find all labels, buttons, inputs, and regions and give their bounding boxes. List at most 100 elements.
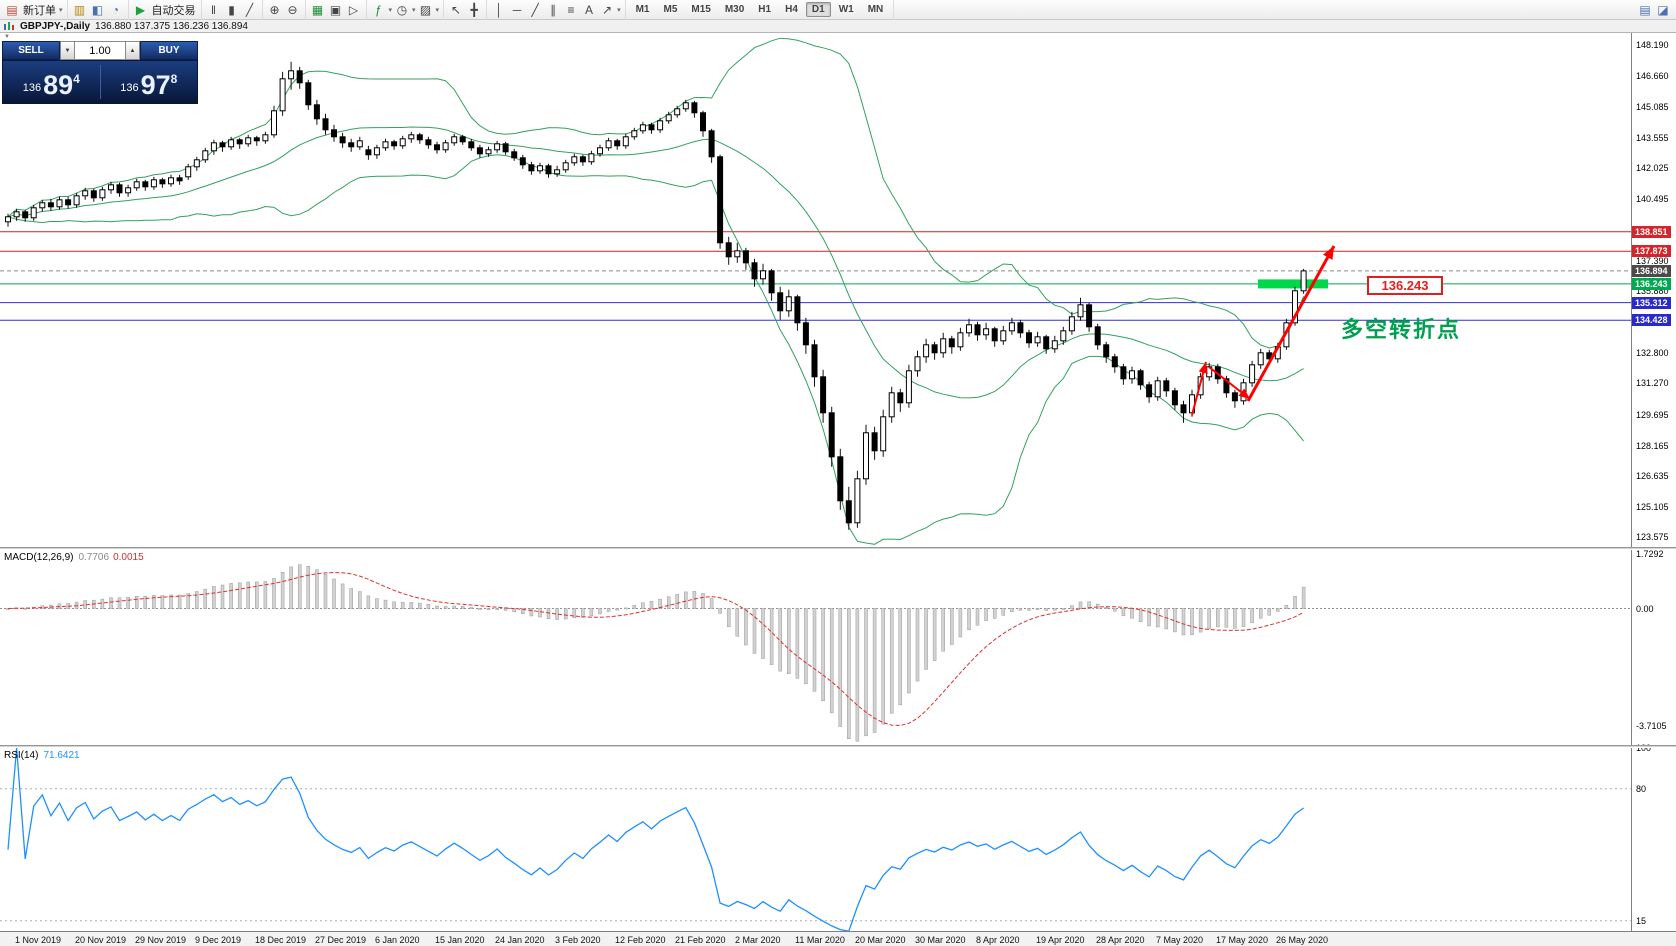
toolbar-group: ▥ ◧ ◔: [68, 0, 129, 20]
time-axis-label: 1 Nov 2019: [15, 935, 62, 945]
main-toolbar: ▤ 新订单 ▾ ▥ ◧ ◔ ▶ 自动交易 ‖ ▮ ╱ ⊕ ⊖ ▦ ▣ ▷ ƒ ▾ ◷ ▾ ▨ ▾ ↖ ╋ │ ─ ╱ ∥ ≡ A ↗ ▾ M1 M…: [0, 0, 1676, 20]
time-axis-label: 24 Jan 2020: [495, 935, 545, 945]
rsi-indicator-label: RSI(14) 71.6421: [4, 750, 80, 761]
zoom-out-icon[interactable]: ⊖: [287, 2, 298, 17]
indicators-icon[interactable]: ƒ: [375, 2, 382, 17]
time-axis-label: 26 May 2020: [1276, 935, 1329, 945]
timeframe-d1-button[interactable]: D1: [805, 2, 831, 17]
chart-ohlc-values: 136.880 137.375 136.236 136.894: [95, 20, 248, 32]
macd-indicator-label: MACD(12,26,9) 0.7706 0.0015: [4, 552, 144, 563]
vertical-line-icon[interactable]: │: [495, 2, 503, 17]
rsi-axis-label: 100: [1636, 743, 1652, 753]
chart-window-icon: [4, 22, 14, 30]
volume-increase-button[interactable]: ▲: [125, 41, 140, 60]
dropdown-caret-icon[interactable]: ▾: [59, 6, 63, 14]
dropdown-caret-icon[interactable]: ▾: [435, 6, 440, 14]
zoom-in-icon[interactable]: ⊕: [269, 2, 280, 17]
sell-button[interactable]: SELL: [2, 41, 60, 60]
fibonacci-icon[interactable]: ≡: [567, 2, 575, 17]
price-axis-label: 126.635: [1636, 471, 1669, 481]
bar-chart-icon[interactable]: ‖: [211, 2, 216, 17]
rsi-axis-label: 80: [1636, 784, 1647, 794]
new-order-icon[interactable]: ▤: [6, 2, 18, 17]
cursor-icon[interactable]: ↖: [451, 2, 462, 17]
time-axis-label: 3 Feb 2020: [555, 935, 601, 945]
time-axis-label: 30 Mar 2020: [915, 935, 966, 945]
dropdown-caret-icon[interactable]: ▾: [617, 6, 621, 14]
rsi-axis-label: 15: [1636, 916, 1647, 926]
toolbar-right-icon-2[interactable]: ◪: [1657, 2, 1669, 17]
buy-price-big: 97: [140, 70, 171, 100]
buy-price-display[interactable]: 136 97 8: [101, 61, 198, 103]
market-watch-icon[interactable]: ▥: [73, 2, 86, 17]
navigator-icon[interactable]: ◧: [91, 2, 104, 17]
cascade-windows-icon[interactable]: ▣: [329, 2, 342, 17]
crosshair-icon[interactable]: ╋: [470, 2, 478, 17]
autotrading-icon[interactable]: ▶: [135, 2, 146, 17]
arrows-tool-icon[interactable]: ↗: [602, 2, 613, 17]
macd-signal-value: 0.0015: [113, 552, 144, 563]
price-axis-tag: 137.873: [1632, 245, 1671, 257]
turning-point-text: 多空转折点: [1341, 317, 1462, 342]
buy-price-prefix: 136: [120, 82, 139, 94]
time-axis-label: 17 May 2020: [1216, 935, 1269, 945]
tile-windows-icon[interactable]: ▦: [311, 2, 324, 17]
trendline-icon[interactable]: ╱: [531, 2, 539, 17]
line-chart-icon[interactable]: ╱: [245, 2, 254, 17]
timeframe-h1-button[interactable]: H1: [758, 4, 772, 15]
rsi-name: RSI(14): [4, 750, 39, 761]
sell-price-sup: 4: [73, 72, 80, 86]
sell-price-display[interactable]: 136 89 4: [3, 61, 100, 103]
time-axis-label: 12 Feb 2020: [615, 935, 666, 945]
price-axis-tag: 134.428: [1632, 314, 1671, 326]
time-axis-label: 21 Feb 2020: [675, 935, 726, 945]
price-axis-label: 131.270: [1636, 378, 1669, 388]
toolbar-right-icon-1[interactable]: ▤: [1639, 2, 1651, 17]
chart-symbol-period: GBPJPY-,Daily: [20, 20, 91, 32]
price-callout-box: 136.243: [1367, 276, 1443, 295]
timeframe-m1-button[interactable]: M1: [635, 4, 650, 15]
rsi-chart-canvas[interactable]: [0, 748, 1631, 931]
time-axis-label: 8 Apr 2020: [976, 935, 1020, 945]
price-axis[interactable]: 148.190 146.660 145.085 143.555 142.025 140.4…: [1631, 33, 1676, 931]
one-click-collapse-button[interactable]: ▼: [4, 34, 10, 40]
time-axis-label: 2 Mar 2020: [735, 935, 781, 945]
volume-input[interactable]: [75, 41, 125, 60]
time-axis[interactable]: 1 Nov 2019 20 Nov 2019 29 Nov 2019 9 Dec 20…: [0, 931, 1676, 946]
timeframe-mn-button[interactable]: MN: [867, 4, 884, 15]
time-axis-label: 28 Apr 2020: [1096, 935, 1145, 945]
dropdown-caret-icon[interactable]: ▾: [388, 6, 393, 14]
price-axis-tag: 138.851: [1632, 226, 1671, 238]
candle-chart-icon[interactable]: ▮: [228, 2, 235, 17]
volume-decrease-button[interactable]: ▼: [60, 41, 75, 60]
timeframe-m30-button[interactable]: M30: [724, 4, 745, 15]
price-chart-canvas[interactable]: [0, 33, 1631, 547]
macd-main-value: 0.7706: [78, 552, 110, 563]
timeframe-m15-button[interactable]: M15: [691, 4, 711, 15]
time-axis-label: 18 Dec 2019: [255, 935, 307, 945]
timeframe-w1-button[interactable]: W1: [838, 4, 854, 15]
dropdown-caret-icon[interactable]: ▾: [412, 6, 416, 14]
price-axis-label: 132.800: [1636, 348, 1669, 358]
autotrading-label[interactable]: 自动交易: [151, 4, 196, 17]
periods-icon[interactable]: ◷: [396, 2, 408, 17]
terminal-icon[interactable]: ◔: [111, 2, 120, 17]
toolbar-group: │ ─ ╱ ∥ ≡ A ↗ ▾: [487, 0, 626, 20]
chart-shift-icon[interactable]: ▷: [348, 2, 359, 17]
time-axis-label: 20 Nov 2019: [75, 935, 127, 945]
buy-price-sup: 8: [170, 72, 178, 86]
price-axis-tag: 136.894: [1632, 265, 1671, 277]
macd-chart-canvas[interactable]: [0, 550, 1631, 745]
horizontal-line-icon[interactable]: ─: [512, 2, 522, 17]
text-label-icon[interactable]: A: [585, 2, 594, 17]
buy-button[interactable]: BUY: [140, 41, 198, 60]
templates-icon[interactable]: ▨: [419, 2, 432, 17]
sell-price-big: 89: [43, 70, 74, 100]
channel-icon[interactable]: ∥: [550, 2, 557, 17]
timeframe-h4-button[interactable]: H4: [785, 4, 798, 15]
pane-separator-macd[interactable]: [0, 547, 1676, 550]
toolbar-group: ↖ ╋: [444, 0, 488, 20]
pane-separator-rsi[interactable]: [0, 745, 1676, 748]
new-order-label[interactable]: 新订单: [23, 4, 56, 17]
timeframe-m5-button[interactable]: M5: [663, 4, 678, 15]
